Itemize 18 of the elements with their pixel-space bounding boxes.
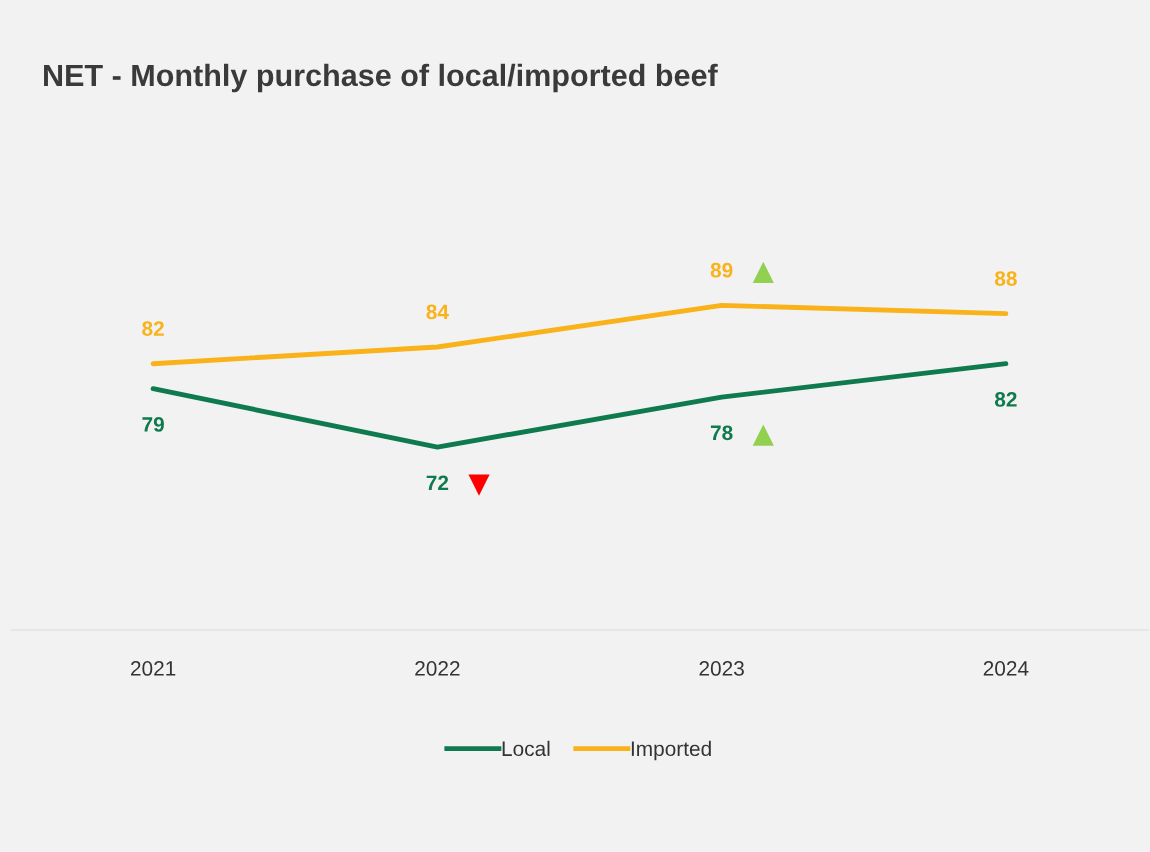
data-label: 89 bbox=[710, 262, 733, 278]
x-tick-label: 2023 bbox=[699, 661, 744, 676]
data-label: 84 bbox=[426, 304, 449, 320]
data-label: 72 bbox=[426, 475, 449, 490]
data-label: 79 bbox=[142, 417, 164, 432]
x-tick-label: 2022 bbox=[415, 661, 460, 676]
annotation: ▼ bbox=[468, 474, 490, 496]
annotation: ▲ bbox=[752, 424, 774, 446]
data-label: 82 bbox=[994, 392, 1017, 407]
data-label: 88 bbox=[994, 271, 1017, 286]
data-label: 78 bbox=[710, 425, 733, 441]
legend-label: Imported bbox=[631, 740, 711, 761]
x-tick-label: 2024 bbox=[983, 661, 1029, 676]
x-tick-label: 2021 bbox=[131, 661, 176, 676]
legend-label: Local bbox=[502, 740, 550, 757]
data-label: 82 bbox=[142, 321, 164, 336]
chart-title: NET - Monthly purchase of local/imported beef bbox=[44, 63, 718, 93]
annotation: ▲ bbox=[752, 261, 774, 284]
